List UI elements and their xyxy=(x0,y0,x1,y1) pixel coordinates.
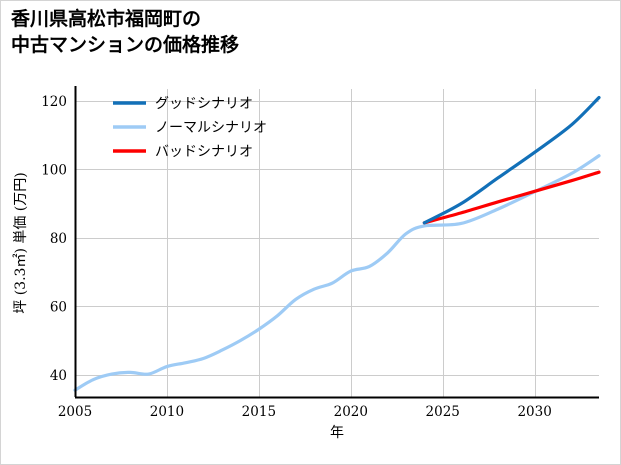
x-tick-label: 2005 xyxy=(58,404,92,420)
gridlines-group xyxy=(75,89,599,397)
x-tick-label: 2025 xyxy=(426,404,460,420)
y-tick-label: 80 xyxy=(50,231,67,247)
series-line xyxy=(73,154,601,392)
series-line xyxy=(422,95,601,225)
chart-title: 香川県高松市福岡町の 中古マンションの価格推移 xyxy=(11,9,240,56)
legend-label: グッドシナリオ xyxy=(155,96,253,112)
y-tick-label: 60 xyxy=(50,299,67,315)
x-tick-label: 2020 xyxy=(334,404,368,420)
series-line xyxy=(422,170,601,225)
legend-label: バッドシナリオ xyxy=(155,144,253,160)
x-tick-label: 2015 xyxy=(242,404,276,420)
axes-group xyxy=(74,86,599,399)
y-tick-label: 120 xyxy=(41,94,67,110)
series-group xyxy=(73,95,601,392)
tick-labels-group: 40 60 80 100 120 2005 2010 2015 2020 2025 2030 xyxy=(41,94,552,420)
y-tick-label: 40 xyxy=(50,368,67,384)
y-tick-label: 100 xyxy=(41,162,67,178)
legend-label: ノーマルシナリオ xyxy=(155,120,267,136)
axis-titles-group: 年 坪 (3.3㎡) 単価 (万円) xyxy=(13,172,344,441)
x-tick-label: 2010 xyxy=(150,404,184,420)
y-axis-title: 坪 (3.3㎡) 単価 (万円) xyxy=(13,172,29,313)
x-axis-title: 年 xyxy=(330,425,344,441)
x-tick-label: 2030 xyxy=(517,404,551,420)
